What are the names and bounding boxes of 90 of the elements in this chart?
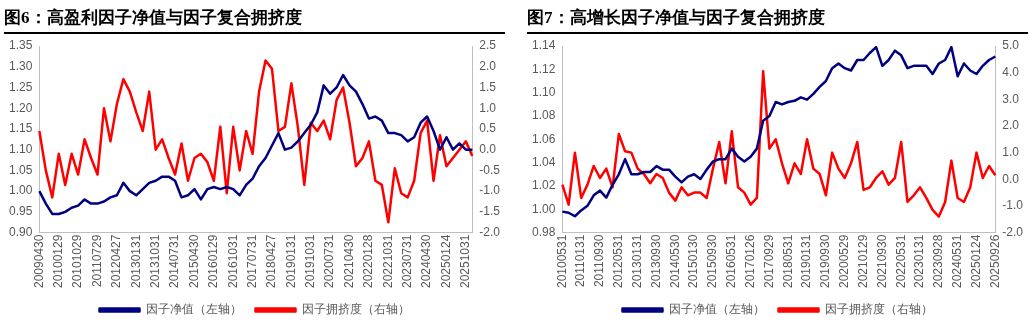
y2-tick-label: 1.0 — [1002, 144, 1020, 159]
x-tick-label: 20100129 — [51, 234, 66, 288]
y2-tick-label: 5.0 — [1002, 38, 1020, 53]
x-tick-label: 20090430 — [31, 234, 46, 288]
x-tick-label: 20190131 — [799, 234, 814, 288]
x-tick-label: 20240430 — [419, 234, 434, 288]
legend-label: 因子拥挤度（右轴） — [301, 302, 410, 317]
y2-tick-label: -1.0 — [1002, 198, 1024, 213]
y2-tick-label: -2.0 — [1002, 224, 1024, 239]
y-tick-label: 1.10 — [9, 141, 33, 156]
y-tick-label: 1.05 — [9, 162, 33, 177]
y-tick-label: 1.00 — [9, 183, 33, 198]
y2-tick-label: 2.0 — [479, 59, 497, 74]
x-tick-label: 20110729 — [89, 234, 104, 288]
y2-tick-label: 0.0 — [479, 141, 497, 156]
x-tick-label: 20251031 — [458, 234, 473, 288]
x-tick-label: 20170929 — [761, 234, 776, 288]
y2-tick-label: 2.0 — [1002, 118, 1020, 133]
x-tick-label: 20100531 — [554, 234, 569, 288]
x-tick-label: 20250124 — [438, 234, 453, 288]
x-tick-label: 20140530 — [667, 234, 682, 288]
x-tick-label: 20150130 — [686, 234, 701, 288]
y-tick-label: 1.04 — [532, 154, 556, 169]
x-tick-label: 20170126 — [742, 234, 757, 288]
y2-tick-label: 1.5 — [479, 79, 497, 94]
x-tick-label: 20161031 — [225, 234, 240, 288]
y-tick-label: 0.90 — [9, 224, 33, 239]
y2-tick-label: 3.0 — [1002, 91, 1020, 106]
x-tick-label: 20230131 — [912, 234, 927, 288]
x-tick-label: 20250926 — [987, 234, 1002, 288]
x-tick-label: 20210930 — [874, 234, 889, 288]
y2-tick-label: -2.0 — [479, 224, 501, 239]
x-tick-label: 20130930 — [648, 234, 663, 288]
y-tick-label: 1.10 — [532, 84, 556, 99]
y-tick-label: 1.02 — [532, 178, 556, 193]
y2-tick-label: -1.5 — [479, 204, 501, 219]
x-tick-label: 20160129 — [206, 234, 221, 288]
y-tick-label: 1.30 — [9, 59, 33, 74]
x-tick-label: 20140731 — [167, 234, 182, 288]
x-tick-label: 20200529 — [837, 234, 852, 288]
chart-title: 图7：高增长因子净值与因子复合拥挤度 — [527, 4, 1028, 34]
y2-tick-label: -0.5 — [479, 162, 501, 177]
legend-label: 因子拥挤度（右轴） — [824, 302, 933, 317]
legend-label: 因子净值（左轴） — [145, 302, 242, 317]
x-tick-label: 20200731 — [322, 234, 337, 288]
y-tick-label: 1.20 — [9, 100, 33, 115]
y2-tick-label: 4.0 — [1002, 64, 1020, 79]
y-tick-label: 1.08 — [532, 108, 556, 123]
y-tick-label: 0.95 — [9, 204, 33, 219]
y2-tick-label: 0.0 — [1002, 171, 1020, 186]
x-tick-label: 20131031 — [147, 234, 162, 288]
x-tick-label: 20250124 — [968, 234, 983, 288]
x-tick-label: 20130131 — [128, 234, 143, 288]
chart-title: 图6：高盈利因子净值与因子复合拥挤度 — [4, 4, 505, 34]
x-tick-label: 20190131 — [283, 234, 298, 288]
x-tick-label: 20130131 — [629, 234, 644, 288]
x-tick-label: 20221031 — [380, 234, 395, 288]
y-tick-label: 1.12 — [532, 61, 556, 76]
x-tick-label: 20210430 — [341, 234, 356, 288]
x-tick-label: 20191031 — [303, 234, 318, 288]
y-tick-label: 1.25 — [9, 79, 33, 94]
x-tick-label: 20230928 — [931, 234, 946, 288]
y-tick-label: 1.14 — [532, 38, 556, 53]
x-tick-label: 20240531 — [949, 234, 964, 288]
x-tick-label: 20180427 — [264, 234, 279, 288]
y2-tick-label: 1.0 — [479, 100, 497, 115]
x-tick-label: 20101029 — [70, 234, 85, 288]
x-tick-label: 20150430 — [186, 234, 201, 288]
legend-label: 因子净值（左轴） — [668, 302, 765, 317]
y-tick-label: 1.00 — [532, 201, 556, 216]
x-tick-label: 20160531 — [724, 234, 739, 288]
x-tick-label: 20170731 — [244, 234, 259, 288]
x-tick-label: 20110131 — [573, 234, 588, 288]
y-tick-label: 0.98 — [532, 224, 556, 239]
y2-tick-label: 2.5 — [479, 38, 497, 53]
x-tick-label: 20110930 — [592, 234, 607, 288]
y-tick-label: 1.15 — [9, 121, 33, 136]
x-tick-label: 20120531 — [611, 234, 626, 288]
x-tick-label: 20190930 — [818, 234, 833, 288]
x-tick-label: 20150930 — [705, 234, 720, 288]
y2-tick-label: -1.0 — [479, 183, 501, 198]
y-tick-label: 1.35 — [9, 38, 33, 53]
x-tick-label: 20180531 — [780, 234, 795, 288]
x-tick-label: 20120427 — [109, 234, 124, 288]
y-tick-label: 1.06 — [532, 131, 556, 146]
x-tick-label: 20220128 — [361, 234, 376, 288]
x-tick-label: 20210129 — [855, 234, 870, 288]
x-tick-label: 20230731 — [400, 234, 415, 288]
y2-tick-label: 0.5 — [479, 121, 497, 136]
x-tick-label: 20220531 — [893, 234, 908, 288]
